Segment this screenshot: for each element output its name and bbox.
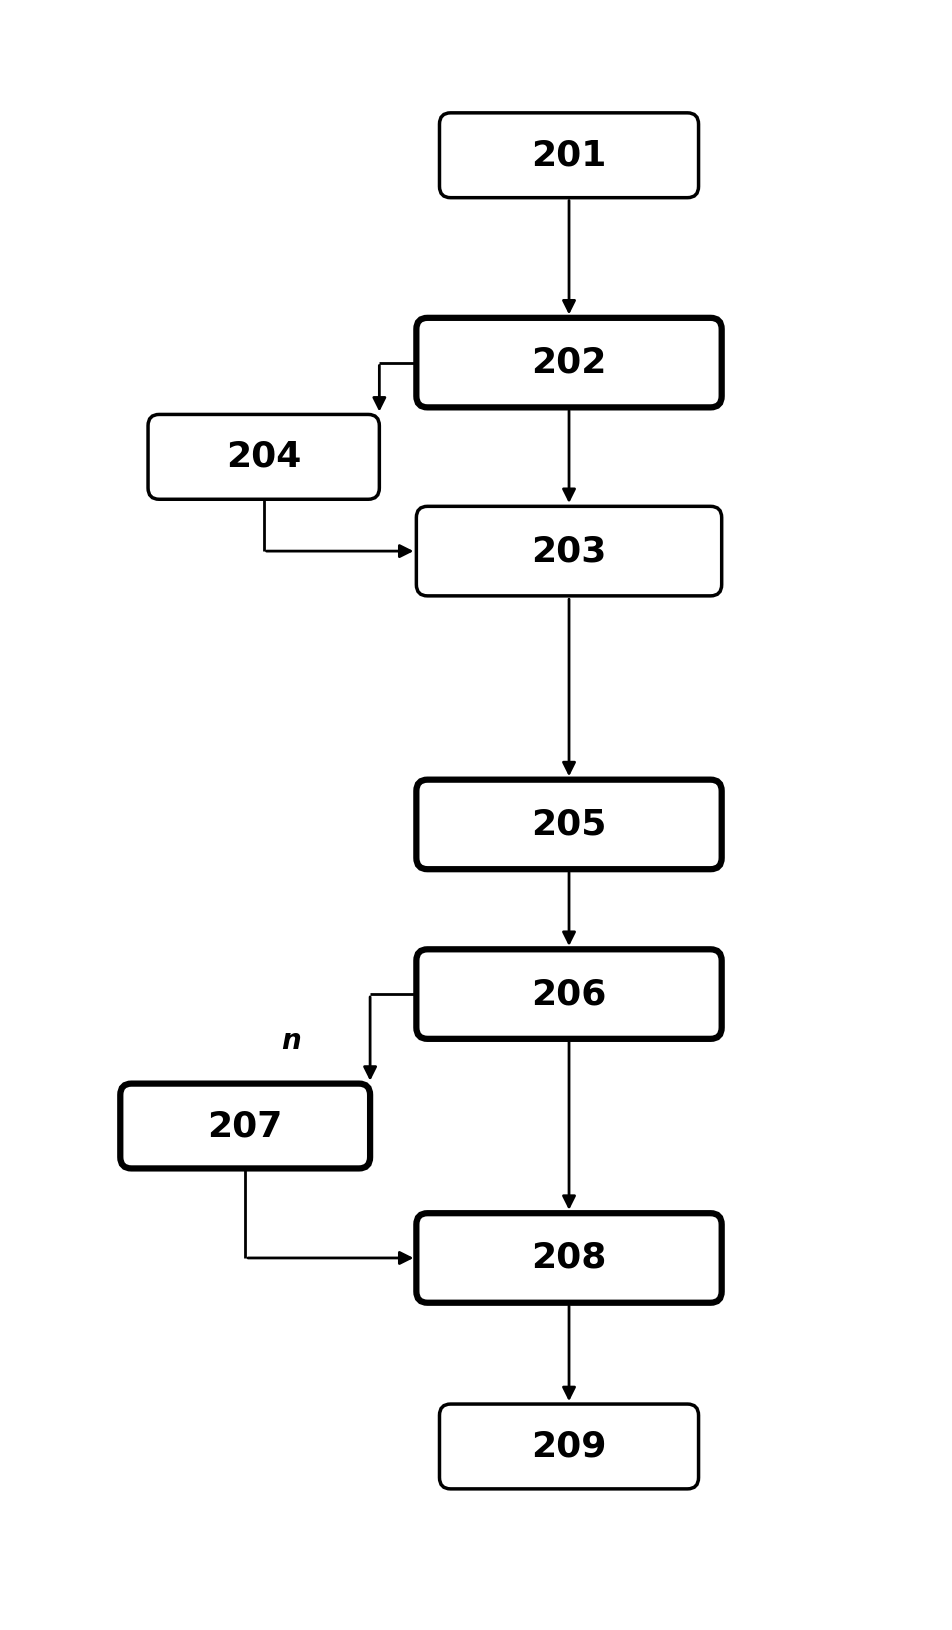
FancyBboxPatch shape — [416, 507, 721, 597]
FancyBboxPatch shape — [439, 1403, 698, 1488]
FancyBboxPatch shape — [439, 112, 698, 197]
Text: 207: 207 — [208, 1108, 283, 1143]
FancyBboxPatch shape — [148, 414, 379, 499]
Text: 208: 208 — [531, 1240, 606, 1275]
FancyBboxPatch shape — [416, 318, 721, 408]
Text: 202: 202 — [531, 346, 606, 380]
Text: 201: 201 — [531, 139, 606, 173]
Text: 205: 205 — [531, 807, 606, 841]
Text: 209: 209 — [530, 1430, 606, 1464]
FancyBboxPatch shape — [416, 949, 721, 1038]
FancyBboxPatch shape — [416, 1213, 721, 1302]
Text: n: n — [281, 1027, 301, 1055]
Text: 203: 203 — [531, 535, 606, 569]
Text: 204: 204 — [226, 440, 301, 474]
FancyBboxPatch shape — [120, 1084, 369, 1169]
Text: 206: 206 — [531, 976, 606, 1011]
FancyBboxPatch shape — [416, 779, 721, 869]
